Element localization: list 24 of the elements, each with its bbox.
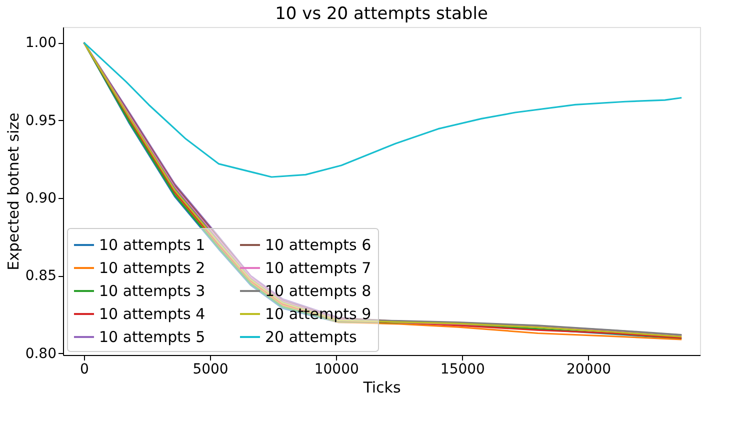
x-tick-label: 10000: [314, 362, 359, 378]
legend-label: 10 attempts 5: [99, 328, 206, 346]
x-tick-label: 0: [80, 362, 89, 378]
y-axis-title: Expected botnet size: [4, 112, 22, 270]
legend-label: 10 attempts 3: [99, 282, 206, 300]
x-tick-label: 5000: [192, 362, 228, 378]
legend-label: 10 attempts 4: [99, 305, 206, 323]
y-tick-label: 1.00: [25, 35, 56, 52]
legend-label: 10 attempts 9: [265, 305, 372, 323]
y-tick-label: 0.95: [25, 112, 56, 129]
legend-label: 10 attempts 7: [265, 259, 372, 277]
y-tick-label: 0.90: [25, 190, 56, 206]
y-tick-label: 0.80: [25, 346, 56, 362]
x-tick-label: 20000: [566, 362, 612, 378]
line-series: [83, 42, 682, 178]
x-axis-title: Ticks: [362, 378, 401, 396]
legend-label: 10 attempts 8: [265, 282, 372, 300]
x-tick-label: 15000: [440, 362, 485, 378]
legend-label: 10 attempts 2: [99, 259, 206, 277]
legend-label: 10 attempts 1: [99, 236, 206, 254]
legend-label: 10 attempts 6: [265, 236, 372, 254]
legend-label: 20 attempts: [265, 328, 358, 346]
chart-title: 10 vs 20 attempts stable: [275, 4, 488, 24]
y-tick-label: 0.85: [25, 268, 56, 284]
